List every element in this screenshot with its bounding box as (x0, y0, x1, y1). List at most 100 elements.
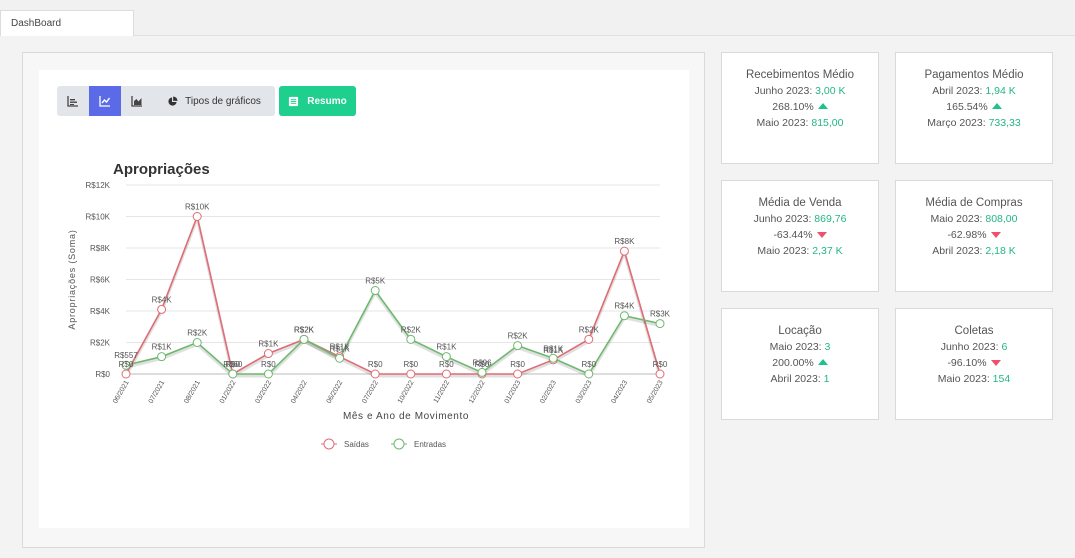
data-label: R$1K (330, 344, 351, 353)
stat-title: Pagamentos Médio (924, 69, 1024, 81)
x-tick-label: 04/2023 (610, 379, 629, 405)
stat-change-percent: -62.98% (947, 229, 987, 241)
stat-previous: Maio 2023: 815,00 (722, 115, 878, 131)
stat-change-percent: -63.44% (773, 229, 813, 241)
x-tick-label: 01/2022 (219, 379, 238, 405)
data-label: R$0 (119, 360, 134, 369)
area-chart-button[interactable] (121, 86, 153, 116)
line-chart-icon (99, 96, 111, 107)
data-point (121, 360, 131, 370)
data-label: R$2K (508, 332, 529, 341)
data-label: R$2K (401, 325, 422, 334)
legend-label-entradas: Entradas (414, 440, 446, 449)
data-label: R$2K (294, 325, 315, 334)
stat-change-percent: -96.10% (947, 357, 987, 369)
stat-change: 268.10% (722, 99, 878, 115)
data-label: R$5K (365, 277, 386, 286)
data-point (406, 369, 416, 379)
stat-change-percent: 268.10% (772, 101, 814, 113)
stat-title: Recebimentos Médio (745, 69, 855, 81)
stat-previous: Abril 2023: 2,18 K (896, 243, 1052, 259)
legend-marker-entradas (393, 438, 405, 450)
stat-current-value: 808,00 (985, 213, 1018, 225)
chart-title: Apropriações (113, 161, 210, 178)
data-label: R$0 (510, 360, 525, 369)
bar-chart-button[interactable] (57, 86, 89, 116)
data-point (121, 369, 131, 379)
data-label: R$1K (258, 340, 279, 349)
line-chart-button[interactable] (89, 86, 121, 116)
stat-current: Junho 2023: 3,00 K (722, 83, 878, 99)
data-label: R$0 (368, 360, 383, 369)
stat-current-value: 1,94 K (985, 85, 1016, 97)
x-tick-label: 10/2022 (397, 379, 416, 405)
data-point (619, 311, 629, 321)
stat-change: 200.00% (722, 355, 878, 371)
stat-previous-label: Março 2023: (927, 117, 989, 129)
legend-label-saidas: Saídas (344, 440, 369, 449)
data-point (335, 353, 345, 363)
stat-change-percent: 200.00% (772, 357, 814, 369)
stat-previous-value: 154 (992, 373, 1011, 385)
data-point (299, 334, 309, 344)
chart-card: Apropriações R$0 R$2K R$4K R$6K R$8K R$10K R$12… (39, 70, 689, 528)
tab-dashboard[interactable]: DashBoard (0, 10, 134, 36)
data-label: R$8K (614, 237, 635, 246)
stat-previous-label: Maio 2023: (937, 373, 993, 385)
stat-current: Abril 2023: 1,94 K (896, 83, 1052, 99)
data-point (477, 367, 487, 377)
data-label: R$1K (330, 343, 351, 352)
stat-current-value: 6 (1001, 341, 1008, 353)
trend-up-icon (817, 359, 828, 365)
stat-previous-value: 2,18 K (985, 245, 1016, 257)
stat-previous-value: 2,37 K (812, 245, 843, 257)
chart-types-label: Tipos de gráficos (185, 95, 261, 107)
stat-title: Coletas (954, 325, 994, 337)
stat-title: Locação (778, 325, 822, 337)
stat-previous-label: Abril 2023: (932, 245, 986, 257)
y-tick-label: R$8K (90, 244, 111, 253)
x-tick-label: 01/2023 (504, 379, 523, 405)
y-tick-label: R$6K (90, 276, 111, 285)
stat-previous-value: 1 (823, 373, 830, 385)
data-point (406, 334, 416, 344)
stat-card: Média de Compras Maio 2023: 808,00 -62.98%… (895, 180, 1053, 292)
data-point (584, 334, 594, 344)
stat-previous-label: Maio 2023: (757, 245, 813, 257)
resumo-button[interactable]: Resumo (279, 86, 356, 116)
data-label: R$0 (403, 360, 418, 369)
data-point (513, 369, 523, 379)
y-tick-label: R$2K (90, 339, 111, 348)
data-point (263, 369, 273, 379)
stat-previous: Abril 2023: 1 (722, 371, 878, 387)
data-label: R$4K (614, 302, 635, 311)
line-chart: Apropriações R$0 R$2K R$4K R$6K R$8K R$10K R$12… (67, 161, 671, 450)
trend-down-icon (990, 232, 1001, 238)
stat-card: Locação Maio 2023: 3 200.00% Abril 2023: 1 (721, 308, 879, 420)
data-label: R$1K (152, 343, 173, 352)
data-label: R$2K (579, 325, 600, 334)
y-tick-label: R$4K (90, 307, 111, 316)
data-label: R$0 (653, 360, 668, 369)
chart-types-button[interactable]: Tipos de gráficos (153, 86, 275, 116)
legend-marker-saidas (323, 438, 335, 450)
stat-previous-value: 733,33 (988, 117, 1021, 129)
stat-current-value: 869,76 (814, 213, 847, 225)
data-label: R$4K (152, 295, 173, 304)
trend-down-icon (816, 232, 827, 238)
data-point (441, 352, 451, 362)
data-point (370, 369, 380, 379)
data-point (548, 353, 558, 363)
document-icon (289, 96, 299, 106)
stat-change: -63.44% (722, 227, 878, 243)
stat-previous: Maio 2023: 2,37 K (722, 243, 878, 259)
trend-up-icon (991, 103, 1002, 109)
stat-previous-value: 815,00 (811, 117, 844, 129)
stat-card: Coletas Junho 2023: 6 -96.10% Maio 2023: 15… (895, 308, 1053, 420)
data-point (192, 212, 202, 221)
stat-current-value: 3,00 K (815, 85, 846, 97)
x-tick-label: 02/2023 (539, 379, 558, 405)
stat-change-percent: 165.54% (946, 101, 988, 113)
data-point (192, 338, 202, 347)
bar-chart-icon (67, 96, 78, 107)
